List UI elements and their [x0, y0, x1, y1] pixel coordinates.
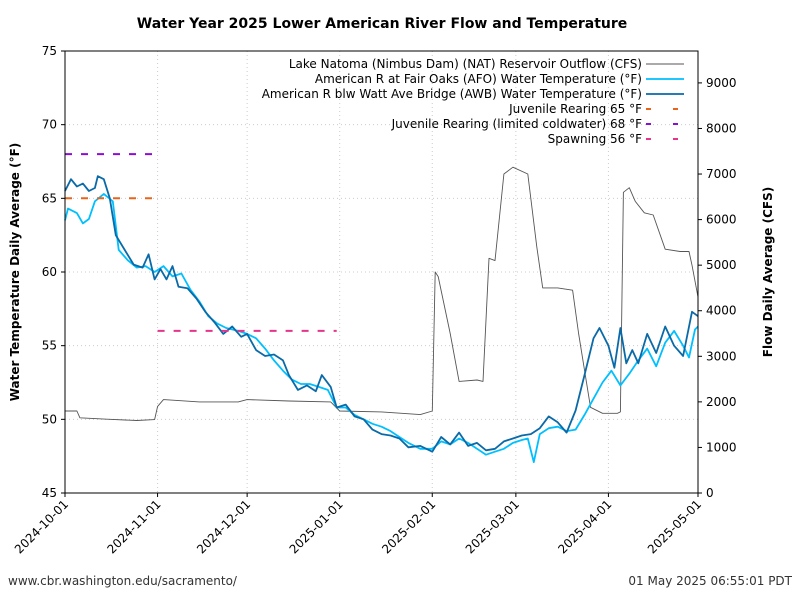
x-tick-label: 2025-05-01 [645, 497, 704, 556]
legend-label-1: American R at Fair Oaks (AFO) Water Temp… [315, 72, 642, 86]
x-tick-label: 2025-02-01 [379, 497, 438, 556]
x-tick-label: 2024-10-01 [12, 497, 71, 556]
timestamp: 01 May 2025 06:55:01 PDT [628, 574, 792, 588]
legend-label-2: American R blw Watt Ave Bridge (AWB) Wat… [262, 87, 642, 101]
y-right-tick-label: 1000 [706, 440, 737, 454]
series-lines [64, 153, 699, 464]
x-tick-label: 2025-04-01 [555, 497, 614, 556]
y-right-tick-label: 6000 [706, 213, 737, 227]
legend-label-5: Spawning 56 °F [548, 132, 642, 146]
y-left-tick-label: 65 [42, 191, 57, 205]
y-right-tick-label: 9000 [706, 76, 737, 90]
x-tick-label: 2024-11-01 [104, 497, 163, 556]
chart-title: Water Year 2025 Lower American River Flo… [137, 16, 628, 32]
y-right-tick-label: 2000 [706, 395, 737, 409]
y-right-tick-label: 8000 [706, 121, 737, 135]
y-right-tick-label: 4000 [706, 304, 737, 318]
x-tick-label: 2025-03-01 [463, 497, 522, 556]
series-line-2 [64, 175, 699, 453]
legend-label-3: Juvenile Rearing 65 °F [508, 102, 642, 116]
x-tick-label: 2025-01-01 [287, 497, 346, 556]
y-axis-left-label: Water Temperature Daily Average (°F) [8, 143, 22, 402]
legend: Lake Natoma (Nimbus Dam) (NAT) Reservoir… [262, 57, 684, 146]
y-axis-right-label: Flow Daily Average (CFS) [761, 187, 775, 357]
y-left-tick-label: 45 [42, 486, 57, 500]
y-left-tick-label: 60 [42, 265, 57, 279]
y-right-tick-label: 0 [706, 486, 714, 500]
y-right-tick-label: 5000 [706, 258, 737, 272]
gridlines [65, 51, 698, 493]
series-line-0 [65, 166, 699, 421]
y-left-tick-label: 50 [42, 412, 57, 426]
y-right-tick-label: 7000 [706, 167, 737, 181]
y-left-tick-label: 55 [42, 339, 57, 353]
series-line-1 [64, 192, 699, 464]
legend-label-4: Juvenile Rearing (limited coldwater) 68 … [391, 117, 642, 131]
source-url[interactable]: www.cbr.washington.edu/sacramento/ [8, 574, 237, 588]
y-left-tick-label: 75 [42, 44, 57, 58]
y-left-tick-label: 70 [42, 118, 57, 132]
y-right-tick-label: 3000 [706, 349, 737, 363]
x-tick-label: 2024-12-01 [194, 497, 253, 556]
legend-label-0: Lake Natoma (Nimbus Dam) (NAT) Reservoir… [289, 57, 642, 71]
